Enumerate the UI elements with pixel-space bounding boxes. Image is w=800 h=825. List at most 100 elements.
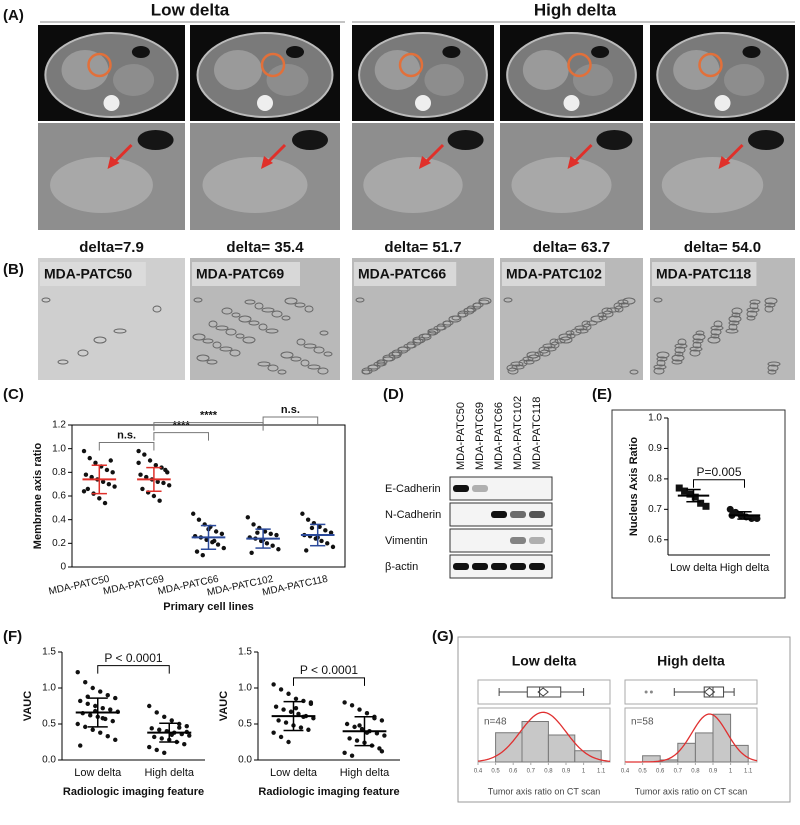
cell — [601, 307, 613, 315]
data-point — [317, 524, 322, 529]
cell — [235, 333, 245, 339]
cell — [597, 312, 607, 318]
band — [472, 485, 488, 492]
band — [529, 563, 545, 570]
cell — [728, 323, 738, 331]
significance-bracket — [262, 416, 319, 425]
ct-organ — [424, 64, 465, 96]
cell — [656, 356, 668, 362]
data-point — [377, 746, 382, 751]
band — [529, 537, 545, 544]
data-point — [349, 703, 355, 708]
cell — [653, 297, 663, 303]
cell — [296, 338, 306, 346]
ct-spine — [103, 95, 120, 111]
data-point — [281, 707, 286, 712]
data-point — [347, 736, 352, 741]
data-point — [274, 532, 279, 538]
label-bg — [192, 262, 300, 286]
ct-air — [131, 46, 150, 58]
chart-title: High delta — [657, 653, 725, 669]
ct-organ — [214, 50, 262, 90]
data-point — [93, 460, 98, 466]
data-point — [309, 525, 315, 531]
x-tick-label: 0.4 — [621, 769, 630, 775]
data-point — [90, 727, 95, 732]
ct-spine — [563, 95, 580, 111]
lane-label: MDA-PATC50 — [455, 402, 467, 470]
cell — [457, 312, 467, 318]
panel-label: (D) — [383, 386, 404, 403]
cell — [248, 320, 260, 326]
data-point — [169, 718, 174, 723]
data-point — [113, 695, 118, 701]
data-point — [251, 522, 256, 527]
y-tick-label: 1.0 — [238, 683, 252, 694]
data-point — [278, 687, 284, 692]
y-tick-label: 0.5 — [42, 719, 56, 730]
x-axis-label: Radiologic imaging feature — [258, 786, 399, 798]
histogram-bar — [495, 732, 523, 763]
cell — [307, 364, 321, 370]
data-point — [213, 529, 219, 534]
data-point — [78, 743, 83, 748]
data-point — [147, 744, 152, 750]
cell — [442, 320, 452, 328]
data-point — [177, 725, 182, 730]
cell — [731, 307, 743, 315]
cell — [656, 351, 670, 359]
data-point — [90, 685, 95, 691]
cell — [77, 349, 89, 357]
data-point — [319, 538, 324, 544]
cell — [764, 297, 778, 305]
data-point — [110, 718, 115, 724]
panel-label: (E) — [592, 386, 612, 403]
blot-strip — [449, 528, 553, 553]
band — [491, 511, 507, 518]
y-tick-label: 1.0 — [648, 413, 662, 424]
data-point — [286, 739, 291, 745]
red-arrow-head — [567, 156, 580, 169]
cell — [746, 307, 760, 313]
data-point — [215, 542, 221, 547]
data-point — [681, 487, 689, 495]
cell — [526, 351, 540, 359]
chart-title: Low delta — [512, 653, 577, 669]
cell — [418, 333, 432, 341]
cell — [206, 359, 218, 365]
band — [453, 563, 469, 570]
data-point — [75, 669, 80, 675]
x-tick-label: 0.5 — [491, 769, 500, 775]
y-tick-label: 0.9 — [648, 443, 662, 454]
y-axis-label: VAUC — [218, 691, 230, 721]
cell — [549, 338, 559, 346]
data-point — [200, 552, 205, 558]
data-point — [245, 515, 251, 520]
band — [510, 537, 526, 544]
data-point — [374, 731, 380, 736]
x-tick-label: 0.9 — [562, 769, 571, 775]
cell — [728, 320, 740, 326]
cell — [300, 359, 310, 367]
cell — [208, 320, 218, 328]
y-tick-label: 0.6 — [648, 534, 662, 545]
cell — [271, 310, 283, 318]
data-point — [255, 530, 260, 535]
sample-size: n=58 — [631, 717, 654, 728]
data-point — [144, 474, 149, 480]
cell — [575, 328, 589, 334]
group-header: Low delta — [151, 0, 230, 19]
ct-organ — [673, 50, 720, 90]
data-point — [305, 517, 311, 522]
ct-zoom-air — [596, 130, 633, 150]
data-point — [157, 498, 162, 503]
cell — [606, 307, 620, 313]
significance-bracket — [293, 677, 365, 686]
delta-label: delta= 51.7 — [384, 239, 461, 256]
cell — [355, 297, 365, 303]
x-axis-label: Tumor axis ratio on CT scan — [488, 786, 601, 796]
cell-line-label: MDA-PATC118 — [656, 266, 751, 282]
data-point — [83, 680, 88, 685]
cell — [265, 328, 279, 334]
cell — [671, 354, 685, 362]
